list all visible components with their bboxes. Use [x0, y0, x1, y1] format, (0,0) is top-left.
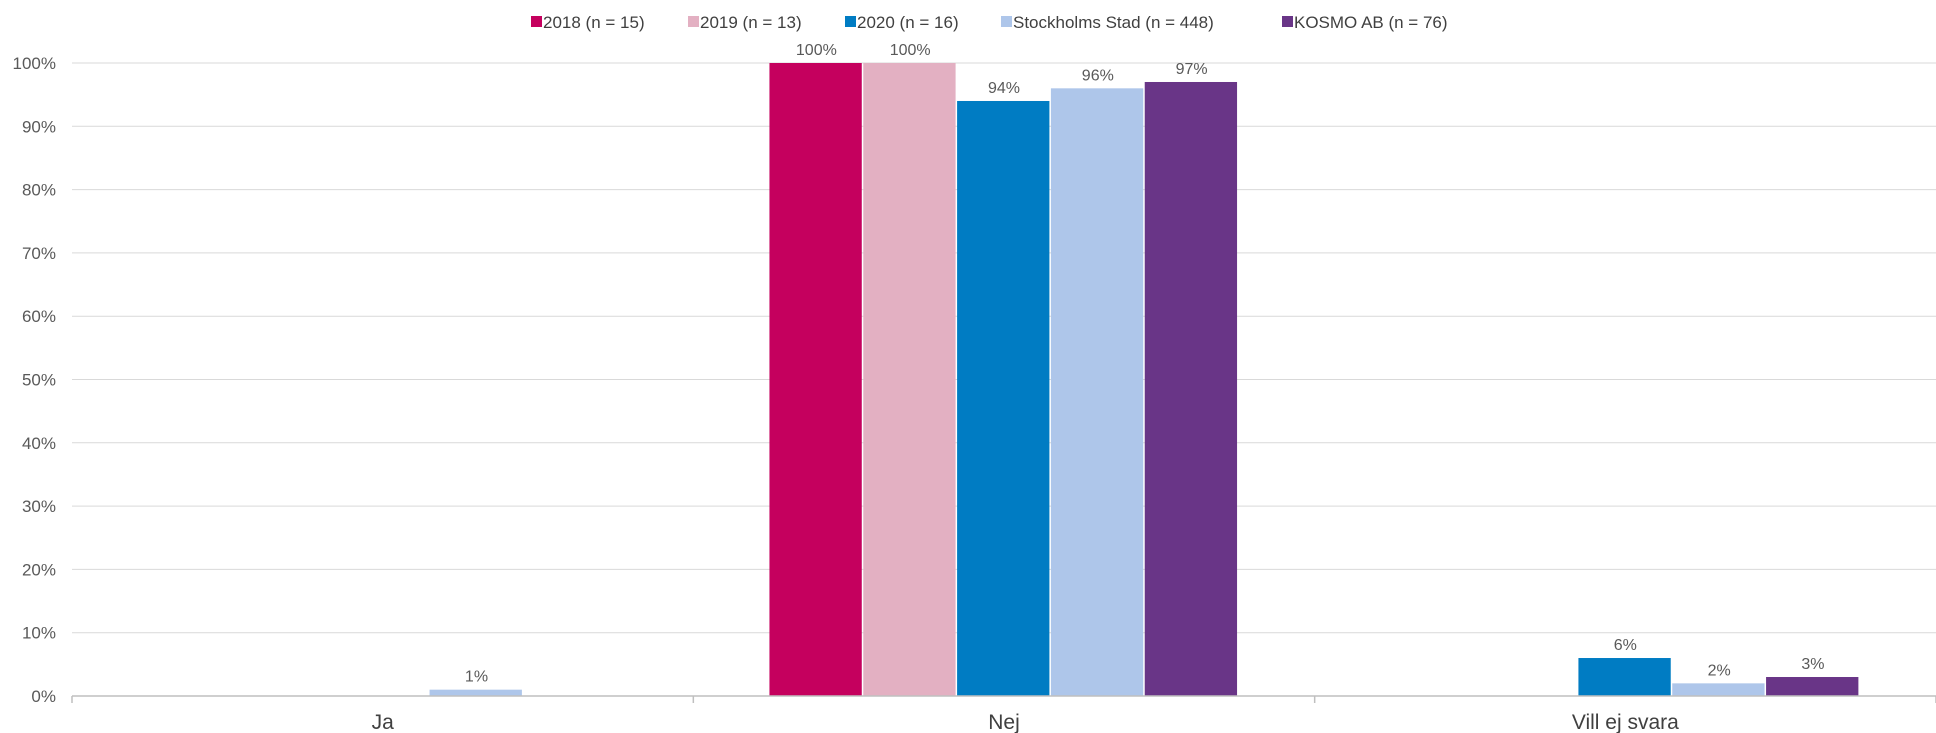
legend-swatch: [688, 16, 699, 27]
legend-label: 2018 (n = 15): [543, 13, 645, 32]
y-tick-label: 10%: [22, 624, 56, 643]
bar: [1766, 677, 1859, 696]
bars: [429, 63, 1859, 697]
y-tick-label: 40%: [22, 434, 56, 453]
legend-swatch: [1282, 16, 1293, 27]
y-tick-label: 90%: [22, 117, 56, 136]
data-label: 94%: [988, 80, 1020, 97]
data-label: 96%: [1082, 67, 1114, 84]
bar: [1578, 658, 1671, 696]
y-tick-label: 20%: [22, 560, 56, 579]
bar: [1050, 88, 1144, 696]
data-label: 2%: [1708, 662, 1731, 679]
legend-label: 2020 (n = 16): [857, 13, 959, 32]
y-tick-label: 70%: [22, 244, 56, 263]
legend-swatch: [531, 16, 542, 27]
data-label: 100%: [890, 42, 931, 59]
bar: [1672, 683, 1765, 696]
y-axis-tick-labels: 0% 10% 20% 30% 40% 50% 60% 70% 80% 90% 100%: [13, 54, 56, 706]
legend-swatch: [1001, 16, 1012, 27]
legend: 2018 (n = 15) 2019 (n = 13) 2020 (n = 16) S…: [531, 13, 1448, 32]
data-label: 1%: [465, 669, 488, 686]
legend-label: 2019 (n = 13): [700, 13, 802, 32]
legend-swatch: [845, 16, 856, 27]
legend-label: KOSMO AB (n = 76): [1294, 13, 1448, 32]
bar: [429, 689, 522, 696]
y-tick-label: 0%: [31, 687, 56, 706]
category-label: Nej: [988, 711, 1020, 733]
bar: [863, 63, 956, 696]
data-labels: 1% 100% 100% 94% 96% 97% 6% 2% 3%: [465, 42, 1825, 686]
data-label: 97%: [1176, 61, 1208, 78]
category-label: Vill ej svara: [1572, 711, 1679, 733]
y-tick-label: 30%: [22, 497, 56, 516]
bar: [1144, 81, 1238, 697]
y-tick-label: 50%: [22, 371, 56, 390]
x-axis: [71, 695, 1936, 703]
data-label: 3%: [1801, 656, 1824, 673]
y-tick-label: 100%: [13, 54, 56, 73]
y-tick-label: 60%: [22, 307, 56, 326]
category-label: Ja: [372, 711, 395, 733]
data-label: 6%: [1614, 637, 1637, 654]
category-labels: Ja Nej Vill ej svara: [372, 711, 1680, 733]
data-label: 100%: [796, 42, 837, 59]
bar: [769, 63, 862, 696]
bar: [957, 100, 1050, 697]
legend-label: Stockholms Stad (n = 448): [1013, 13, 1214, 32]
y-tick-label: 80%: [22, 181, 56, 200]
